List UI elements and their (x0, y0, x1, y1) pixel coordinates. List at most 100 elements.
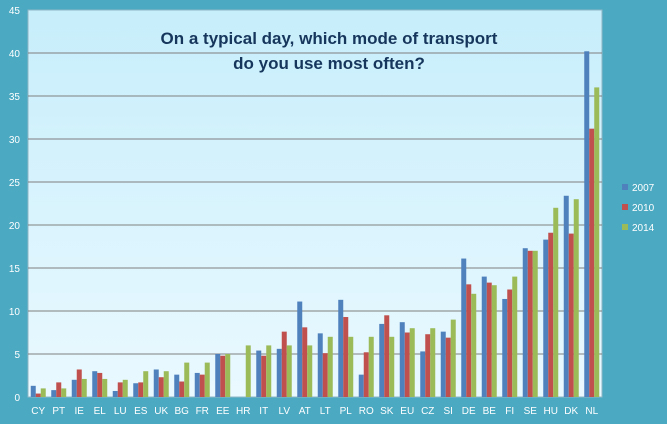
bar-LV-2010 (281, 331, 287, 397)
y-tick-label: 5 (14, 350, 20, 361)
bar-EL-2014 (102, 378, 108, 397)
legend-swatch (622, 204, 628, 210)
bar-CY-2007 (30, 385, 36, 397)
bar-EL-2007 (92, 371, 98, 397)
bar-EL-2010 (97, 372, 103, 397)
x-tick-label: IT (259, 406, 268, 417)
y-tick-label: 20 (9, 221, 21, 232)
y-tick-label: 15 (9, 264, 21, 275)
x-tick-label: FR (196, 406, 209, 417)
bar-IE-2014 (81, 378, 87, 397)
chart-title-line: do you use most often? (233, 54, 425, 73)
legend: 2007 2010 2014 (622, 183, 655, 234)
bar-NL-2010 (589, 128, 595, 397)
bar-EE-2007 (215, 354, 221, 397)
bar-CZ-2014 (430, 328, 436, 397)
y-axis-ticks: 0 5 10 15 20 25 30 35 40 45 (9, 6, 21, 404)
x-tick-label: LU (114, 406, 127, 417)
legend-label: 2010 (632, 203, 655, 214)
bar-PT-2007 (51, 390, 57, 397)
bar-IT-2014 (266, 345, 272, 397)
bar-IE-2010 (76, 369, 82, 397)
x-tick-label: LT (320, 406, 331, 417)
bar-FR-2010 (199, 374, 205, 397)
bar-SK-2014 (389, 336, 395, 397)
chart-title: On a typical day, which mode of transpor… (161, 29, 498, 73)
x-tick-label: EE (216, 406, 230, 417)
x-tick-label: ES (134, 406, 148, 417)
bar-FI-2014 (512, 276, 518, 397)
legend-swatch (622, 224, 628, 230)
bar-DK-2010 (568, 233, 574, 397)
bar-SI-2010 (445, 337, 451, 397)
bar-BE-2010 (486, 282, 492, 397)
y-tick-label: 40 (9, 49, 21, 60)
bar-SE-2007 (522, 248, 528, 397)
bar-LU-2010 (117, 382, 123, 397)
legend-label: 2007 (632, 183, 655, 194)
bar-PT-2010 (56, 382, 62, 397)
x-tick-label: BG (175, 406, 190, 417)
bar-HR-2014 (245, 345, 251, 397)
bar-NL-2007 (584, 51, 590, 397)
bar-BE-2014 (491, 285, 497, 397)
x-tick-label: SK (380, 406, 394, 417)
bar-UK-2010 (158, 377, 164, 397)
bar-SK-2007 (379, 323, 385, 397)
bars (30, 51, 600, 398)
bar-PL-2010 (343, 317, 349, 397)
x-tick-label: CZ (421, 406, 434, 417)
bar-BE-2007 (481, 276, 487, 397)
bar-HU-2007 (543, 239, 549, 397)
bar-SE-2014 (532, 250, 538, 397)
x-tick-label: DK (564, 406, 578, 417)
x-tick-label: BE (483, 406, 497, 417)
bar-DE-2007 (461, 258, 467, 397)
y-tick-label: 30 (9, 135, 21, 146)
bar-LU-2007 (112, 390, 118, 397)
x-tick-label: RO (359, 406, 374, 417)
bar-ES-2007 (133, 383, 139, 397)
bar-AT-2010 (302, 327, 308, 397)
bar-BG-2007 (174, 374, 180, 397)
bar-BG-2014 (184, 362, 190, 397)
bar-DK-2014 (573, 199, 579, 397)
bar-ES-2010 (138, 382, 144, 397)
bar-EE-2014 (225, 354, 231, 397)
bar-RO-2010 (363, 352, 369, 397)
x-tick-label: HU (544, 406, 558, 417)
bar-IE-2007 (71, 379, 77, 397)
bar-FR-2007 (194, 372, 200, 397)
x-tick-label: PT (52, 406, 65, 417)
bar-SI-2007 (440, 331, 446, 397)
bar-FR-2014 (204, 362, 210, 397)
bar-DK-2007 (563, 195, 569, 397)
bar-LT-2010 (322, 353, 328, 397)
bar-EU-2007 (399, 322, 405, 397)
bar-CY-2014 (40, 388, 46, 397)
bar-RO-2014 (368, 336, 374, 397)
bar-DE-2010 (466, 284, 472, 397)
y-tick-label: 0 (14, 393, 20, 404)
bar-AT-2007 (297, 301, 303, 397)
x-tick-label: CY (31, 406, 45, 417)
bar-IT-2007 (256, 350, 262, 397)
bar-CZ-2010 (425, 334, 431, 397)
x-tick-label: IE (75, 406, 85, 417)
x-tick-label: HR (236, 406, 250, 417)
bar-AT-2014 (307, 345, 313, 397)
bar-FI-2010 (507, 289, 513, 397)
bar-IT-2010 (261, 355, 267, 397)
y-tick-label: 35 (9, 92, 21, 103)
bar-ES-2014 (143, 371, 149, 397)
y-tick-label: 45 (9, 6, 21, 17)
bar-HU-2014 (553, 207, 559, 397)
x-tick-label: SE (524, 406, 538, 417)
bar-BG-2010 (179, 381, 185, 397)
x-tick-label: PL (340, 406, 353, 417)
chart-title-line: On a typical day, which mode of transpor… (161, 29, 498, 48)
x-tick-label: LV (279, 406, 291, 417)
bar-NL-2014 (594, 87, 600, 398)
